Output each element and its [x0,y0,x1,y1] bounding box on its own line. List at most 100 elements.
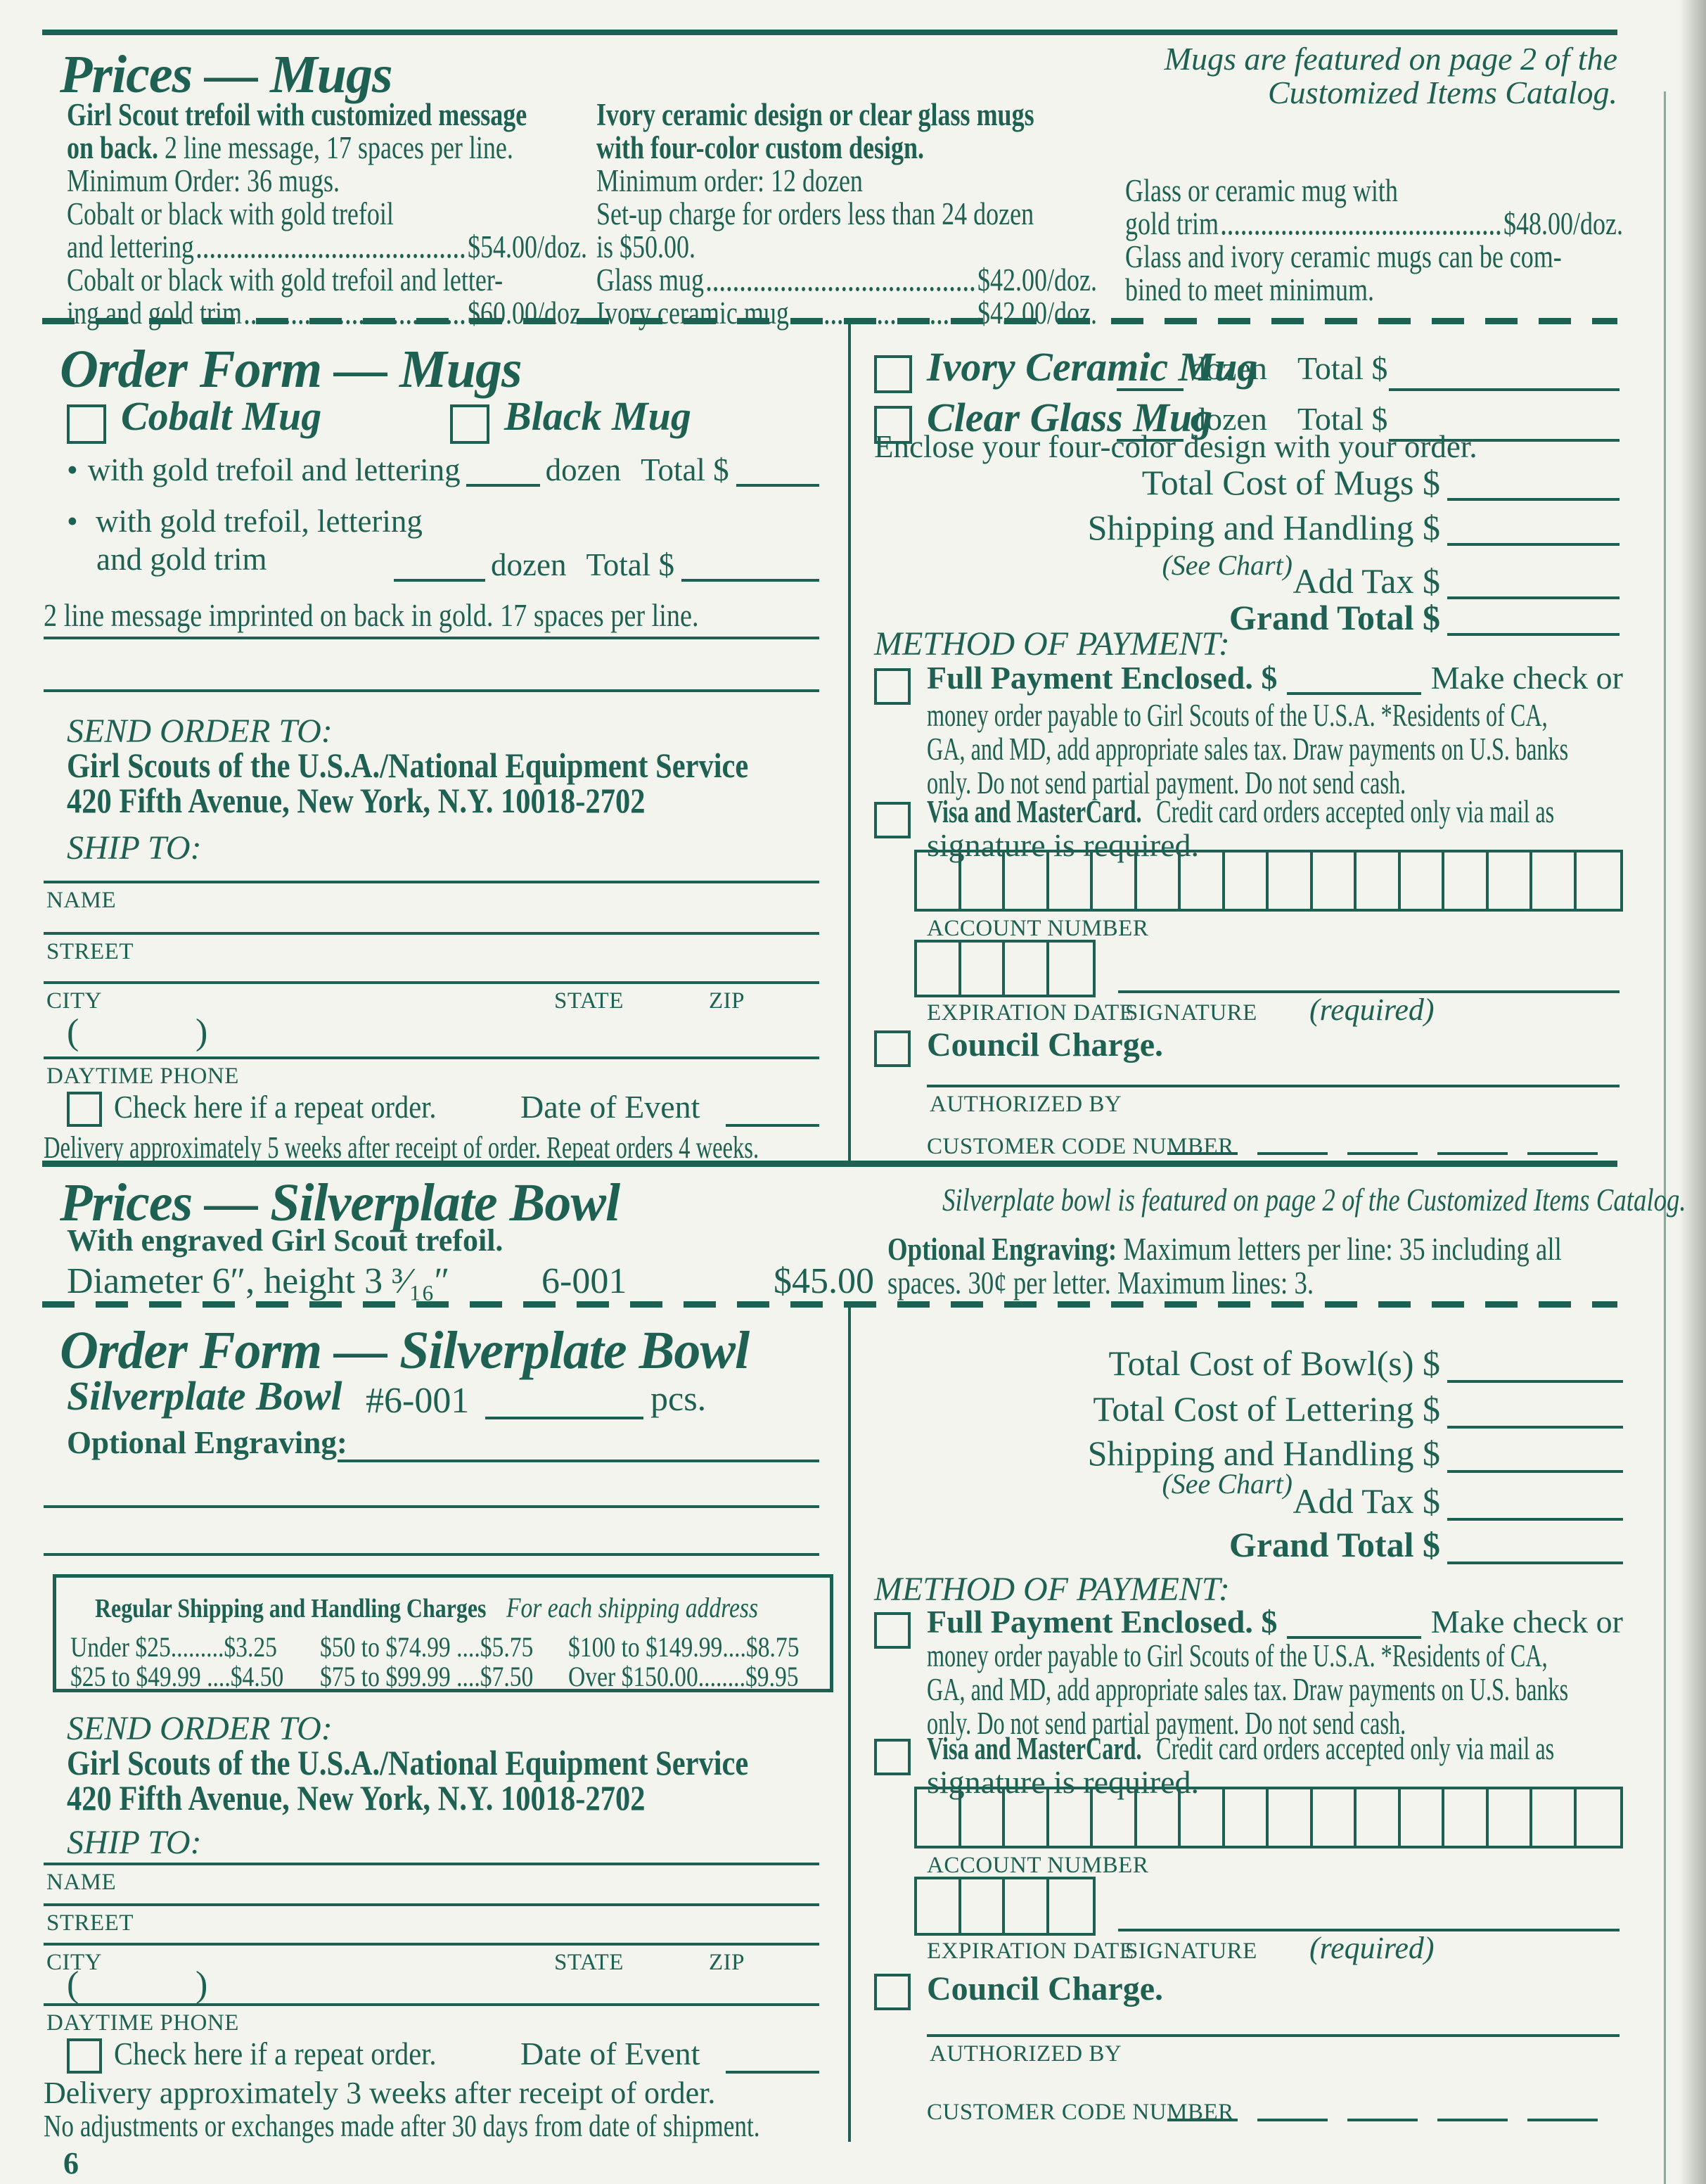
engraving-line-3-field[interactable] [44,1553,819,1556]
dozen-qty-field[interactable] [394,558,485,582]
bowl-featured-note: Silverplate bowl is featured on page 2 o… [942,1182,1686,1218]
total-amount-field[interactable] [1389,439,1620,442]
cobalt-mug-checkbox[interactable] [67,404,106,444]
phone-field[interactable] [44,2003,819,2006]
city-field[interactable] [44,1943,819,1946]
account-number-boxes[interactable] [914,1787,1623,1848]
grand-total-field[interactable] [1447,1562,1623,1564]
repeat-order-checkbox[interactable] [67,2038,102,2074]
add-tax-label: Add Tax $ [1293,1481,1440,1521]
shipping-handling-label: Shipping and Handling $ [1087,1433,1440,1473]
customer-code-fields[interactable] [1167,2119,1598,2121]
method-of-payment-label: METHOD OF PAYMENT: [874,1571,1230,1608]
total-amount-field[interactable] [736,463,819,487]
add-tax-field[interactable] [1447,596,1620,599]
ivory-ceramic-mug-checkbox[interactable] [874,355,912,393]
message-line-2-field[interactable] [44,689,819,692]
black-mug-label: Black Mug [504,393,691,439]
message-note: 2 line message imprinted on back in gold… [44,598,699,633]
date-of-event-field[interactable] [726,1124,819,1127]
name-field[interactable] [44,1863,819,1865]
dozen-qty-field[interactable] [466,463,540,487]
total-label: Total $ [1297,350,1388,386]
black-mug-checkbox[interactable] [450,404,489,444]
daytime-phone-label: DAYTIME PHONE [46,2010,239,2036]
dashed-separator-bowl [42,1301,1617,1308]
bowl-item-desc: Diameter 6″, height 3 ³⁄₁₆″ [67,1261,450,1301]
total-cost-lettering-field[interactable] [1447,1426,1623,1429]
see-chart-note: (See Chart) [1162,549,1293,581]
price-60: $60.00/doz. [468,295,587,331]
payment-amount-field[interactable] [1287,1615,1421,1639]
shipping-chart-cell: Over $150.00........$9.95 [568,1661,799,1692]
shipping-handling-label: Shipping and Handling $ [1087,508,1440,547]
street-field[interactable] [44,1903,819,1906]
signature-required-note: signature is required. [927,827,1200,863]
account-number-boxes[interactable] [914,850,1623,912]
phone-paren-close: ) [195,1965,208,2005]
bowl-item-code: 6-001 [541,1261,627,1301]
expiration-date-boxes[interactable] [914,940,1096,997]
bullet-icon: • [67,452,78,487]
total-cost-bowls-field[interactable] [1447,1380,1623,1383]
page-number: 6 [63,2146,79,2180]
city-field[interactable] [44,981,819,984]
engraving-line-2-field[interactable] [44,1505,819,1508]
total-cost-mugs-field[interactable] [1447,498,1620,501]
phone-field[interactable] [44,1056,819,1059]
total-amount-field[interactable] [1389,388,1620,391]
dozen-qty-field[interactable] [1117,439,1184,442]
dozen-qty-field[interactable] [1117,388,1184,391]
council-charge-checkbox[interactable] [874,1030,911,1067]
bowl-item-price: $45.00 [774,1261,874,1301]
city-label: CITY [46,1950,102,1975]
visa-mastercard-checkbox[interactable] [874,802,911,838]
bowl-subtitle: With engraved Girl Scout trefoil. [67,1223,504,1258]
customer-code-fields[interactable] [1167,1152,1598,1155]
grand-total-field[interactable] [1447,633,1620,636]
top-rule [42,30,1617,35]
shipping-handling-field[interactable] [1447,1470,1623,1473]
add-tax-field[interactable] [1447,1518,1623,1521]
expiration-date-boxes[interactable] [914,1877,1096,1936]
send-order-org: Girl Scouts of the U.S.A./National Equip… [67,746,749,785]
dot-leader [245,299,465,324]
signature-field[interactable] [1118,1929,1620,1931]
full-payment-checkbox[interactable] [874,1612,911,1649]
name-label: NAME [46,888,117,913]
name-field[interactable] [44,881,819,883]
full-payment-terms: money order payable to Girl Scouts of th… [927,697,1569,800]
scan-shadow [1679,0,1706,2184]
shipping-chart-cell: $50 to $74.99 ....$5.75 [320,1631,534,1663]
council-charge-checkbox[interactable] [874,1974,911,2010]
visa-mastercard-checkbox[interactable] [874,1739,911,1775]
message-line-1-field[interactable] [44,637,819,639]
signature-field[interactable] [1118,990,1620,993]
repeat-order-checkbox[interactable] [67,1092,102,1127]
zip-label: ZIP [709,988,745,1014]
full-payment-checkbox[interactable] [874,668,911,705]
grand-total-label: Grand Total $ [1229,598,1440,637]
authorized-by-field[interactable] [927,2034,1620,2037]
phone-paren-close: ) [195,1012,208,1052]
bowl-item-label: Silverplate Bowl [67,1373,342,1419]
total-amount-field[interactable] [681,558,819,582]
shipping-handling-field[interactable] [1447,543,1620,546]
total-label: Total $ [1297,401,1388,437]
ivory-ceramic-mug-label: Ivory Ceramic Mug [927,344,1258,390]
dot-leader [792,299,975,324]
date-of-event-field[interactable] [726,2071,819,2074]
state-label: STATE [554,1950,624,1975]
street-field[interactable] [44,932,819,935]
council-charge-label: Council Charge. [927,1026,1163,1064]
bowl-pcs-field[interactable] [485,1417,643,1419]
grand-total-label: Grand Total $ [1229,1525,1440,1564]
clear-glass-mug-checkbox[interactable] [874,406,912,444]
send-order-org: Girl Scouts of the U.S.A./National Equip… [67,1743,749,1782]
authorized-by-field[interactable] [927,1085,1620,1087]
visa-mastercard-row: Visa and MasterCard. Credit card orders … [927,1730,1555,1766]
payment-amount-field[interactable] [1287,671,1421,695]
page-edge-line [1664,91,1666,2184]
engraving-line-1-field[interactable] [338,1460,819,1462]
ship-to-label: SHIP TO: [67,829,202,867]
